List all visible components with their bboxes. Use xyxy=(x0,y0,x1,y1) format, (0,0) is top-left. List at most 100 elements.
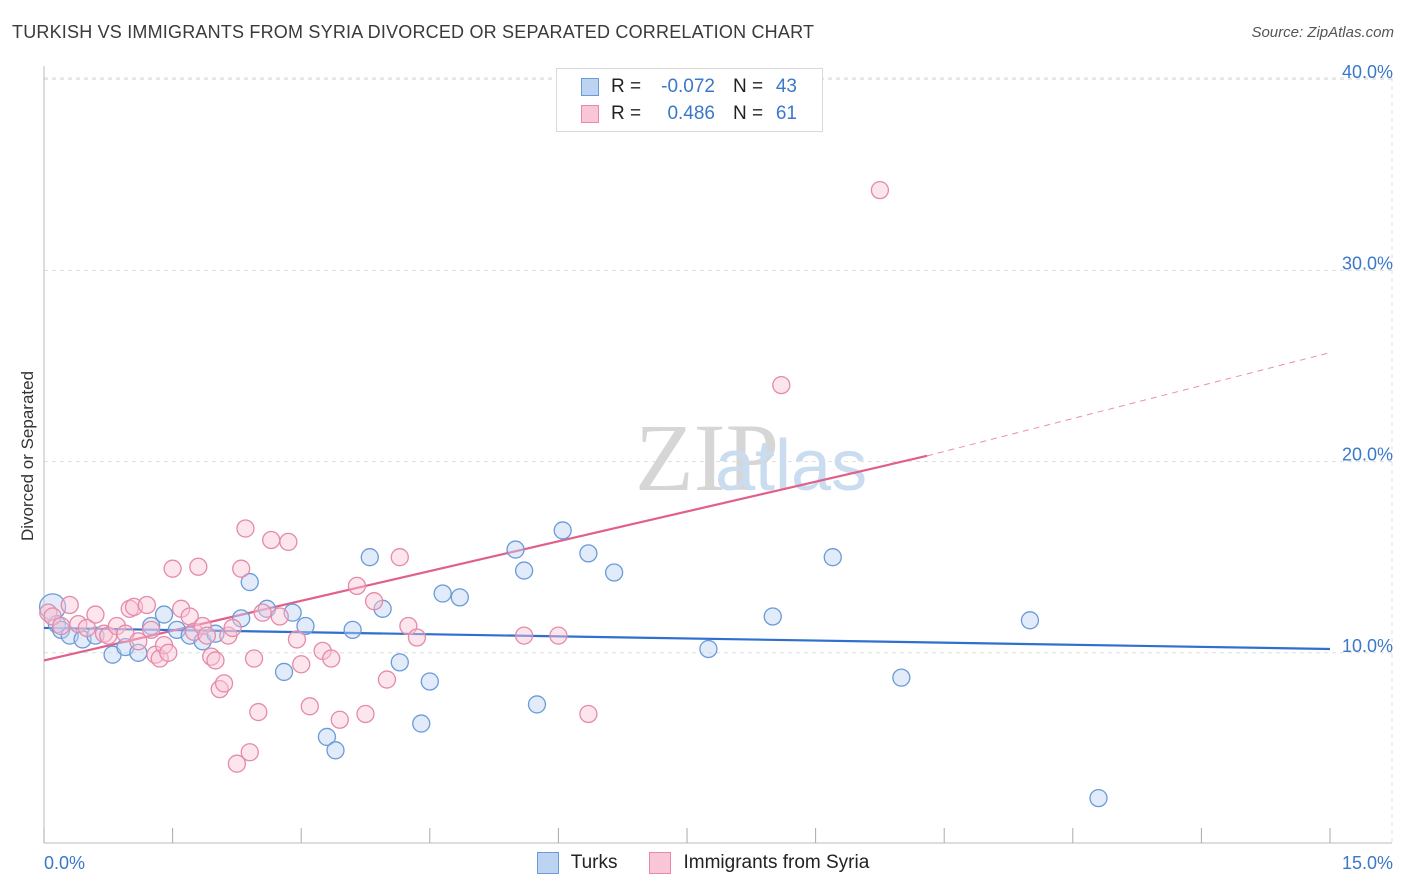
point-turks xyxy=(360,548,379,567)
legend-item-syria[interactable]: Immigrants from Syria xyxy=(649,852,869,874)
point-turks xyxy=(412,714,431,733)
tick-labels: 10.0% 20.0% 30.0% 40.0% 0.0% 15.0% xyxy=(44,62,1393,873)
point-syria xyxy=(86,605,105,624)
correlation-legend: R = -0.072 N = 43 R = 0.486 N = 61 xyxy=(556,68,823,132)
point-turks xyxy=(317,727,337,747)
y-axis-label: Divorced or Separated xyxy=(18,370,37,542)
point-syria xyxy=(322,649,341,668)
point-turks xyxy=(699,639,718,659)
legend-label-syria: Immigrants from Syria xyxy=(683,852,870,873)
r-value: 0.486 xyxy=(667,103,715,124)
r-label: R = xyxy=(611,103,642,124)
trend-line-extension-1 xyxy=(926,352,1331,457)
point-turks xyxy=(604,563,624,582)
n-label: N = xyxy=(733,103,764,124)
point-turks xyxy=(553,521,572,540)
point-syria xyxy=(69,614,88,634)
point-syria xyxy=(364,592,384,611)
y-tick-label: 20.0% xyxy=(1342,445,1393,465)
legend-item-turks[interactable]: Turks xyxy=(536,852,618,874)
chart-title: TURKISH VS IMMIGRANTS FROM SYRIA DIVORCE… xyxy=(12,22,815,42)
point-turks xyxy=(527,695,547,714)
point-syria xyxy=(193,616,212,636)
point-turks xyxy=(1020,611,1040,630)
point-syria xyxy=(292,655,311,674)
legend-swatch-turks xyxy=(581,78,599,96)
point-syria xyxy=(223,618,242,638)
point-syria xyxy=(227,754,247,773)
n-value: 61 xyxy=(775,103,797,124)
point-syria xyxy=(287,630,307,649)
point-syria xyxy=(377,670,397,689)
series-legend: Turks Immigrants from Syria xyxy=(0,852,1406,874)
r-label: R = xyxy=(611,76,642,97)
point-turks xyxy=(343,620,362,640)
point-syria xyxy=(142,620,161,640)
point-syria xyxy=(236,519,255,538)
point-syria xyxy=(549,626,568,645)
legend-swatch-syria xyxy=(649,852,672,874)
point-syria xyxy=(356,704,375,724)
point-syria xyxy=(270,607,289,626)
point-syria xyxy=(77,618,97,638)
point-turks xyxy=(390,653,409,672)
point-syria xyxy=(60,595,79,615)
point-turks xyxy=(326,741,345,760)
point-syria xyxy=(240,743,259,762)
x-tick-label-max: 15.0% xyxy=(1342,853,1393,873)
n-label: N = xyxy=(733,76,764,97)
point-turks xyxy=(296,616,315,636)
point-turks xyxy=(892,668,911,687)
point-syria xyxy=(232,559,251,578)
point-turks xyxy=(450,588,469,607)
point-syria xyxy=(407,628,427,647)
axes xyxy=(43,66,1392,844)
point-turks xyxy=(433,584,452,603)
watermark-zip: ZIP xyxy=(635,404,779,511)
y-tick-label: 10.0% xyxy=(1342,636,1393,656)
x-tick-label-min: 0.0% xyxy=(44,853,85,873)
point-syria xyxy=(197,626,217,645)
point-syria xyxy=(189,557,208,576)
point-syria xyxy=(249,702,268,722)
point-syria xyxy=(300,697,319,716)
point-turks xyxy=(579,544,598,563)
point-syria xyxy=(253,603,272,622)
point-syria xyxy=(129,632,148,651)
point-syria xyxy=(214,674,234,693)
point-syria xyxy=(579,704,598,724)
point-syria xyxy=(51,616,71,636)
point-turks xyxy=(154,605,174,624)
point-syria xyxy=(262,530,281,550)
point-syria xyxy=(137,595,157,615)
point-turks xyxy=(763,607,782,626)
point-syria xyxy=(330,710,349,729)
point-syria xyxy=(514,626,534,645)
trend-line-1 xyxy=(43,454,928,662)
trend-lines xyxy=(43,352,1331,662)
legend-swatch-syria xyxy=(581,105,599,123)
y-tick-label: 40.0% xyxy=(1342,62,1393,82)
watermark: ZIP atlas xyxy=(635,404,867,511)
r-value: -0.072 xyxy=(661,76,715,97)
point-turks xyxy=(506,540,525,559)
data-points xyxy=(38,180,1108,808)
legend-swatch-turks xyxy=(536,852,559,874)
point-syria xyxy=(870,180,890,200)
point-syria xyxy=(163,559,182,578)
point-turks xyxy=(514,561,534,580)
point-syria xyxy=(347,576,367,596)
point-turks xyxy=(420,672,439,691)
y-tick-label: 30.0% xyxy=(1342,253,1393,273)
legend-row-syria: R = 0.486 N = 61 xyxy=(581,103,797,125)
legend-label-turks: Turks xyxy=(570,852,618,873)
point-syria xyxy=(159,643,178,662)
point-turks xyxy=(1089,788,1108,808)
point-syria xyxy=(279,532,298,552)
point-syria xyxy=(772,375,791,395)
point-syria xyxy=(244,649,264,668)
legend-row-turks: R = -0.072 N = 43 xyxy=(581,76,797,98)
source-label: Source: ZipAtlas.com xyxy=(1251,24,1394,41)
point-turks xyxy=(823,548,842,567)
trend-line-0 xyxy=(43,626,1331,651)
